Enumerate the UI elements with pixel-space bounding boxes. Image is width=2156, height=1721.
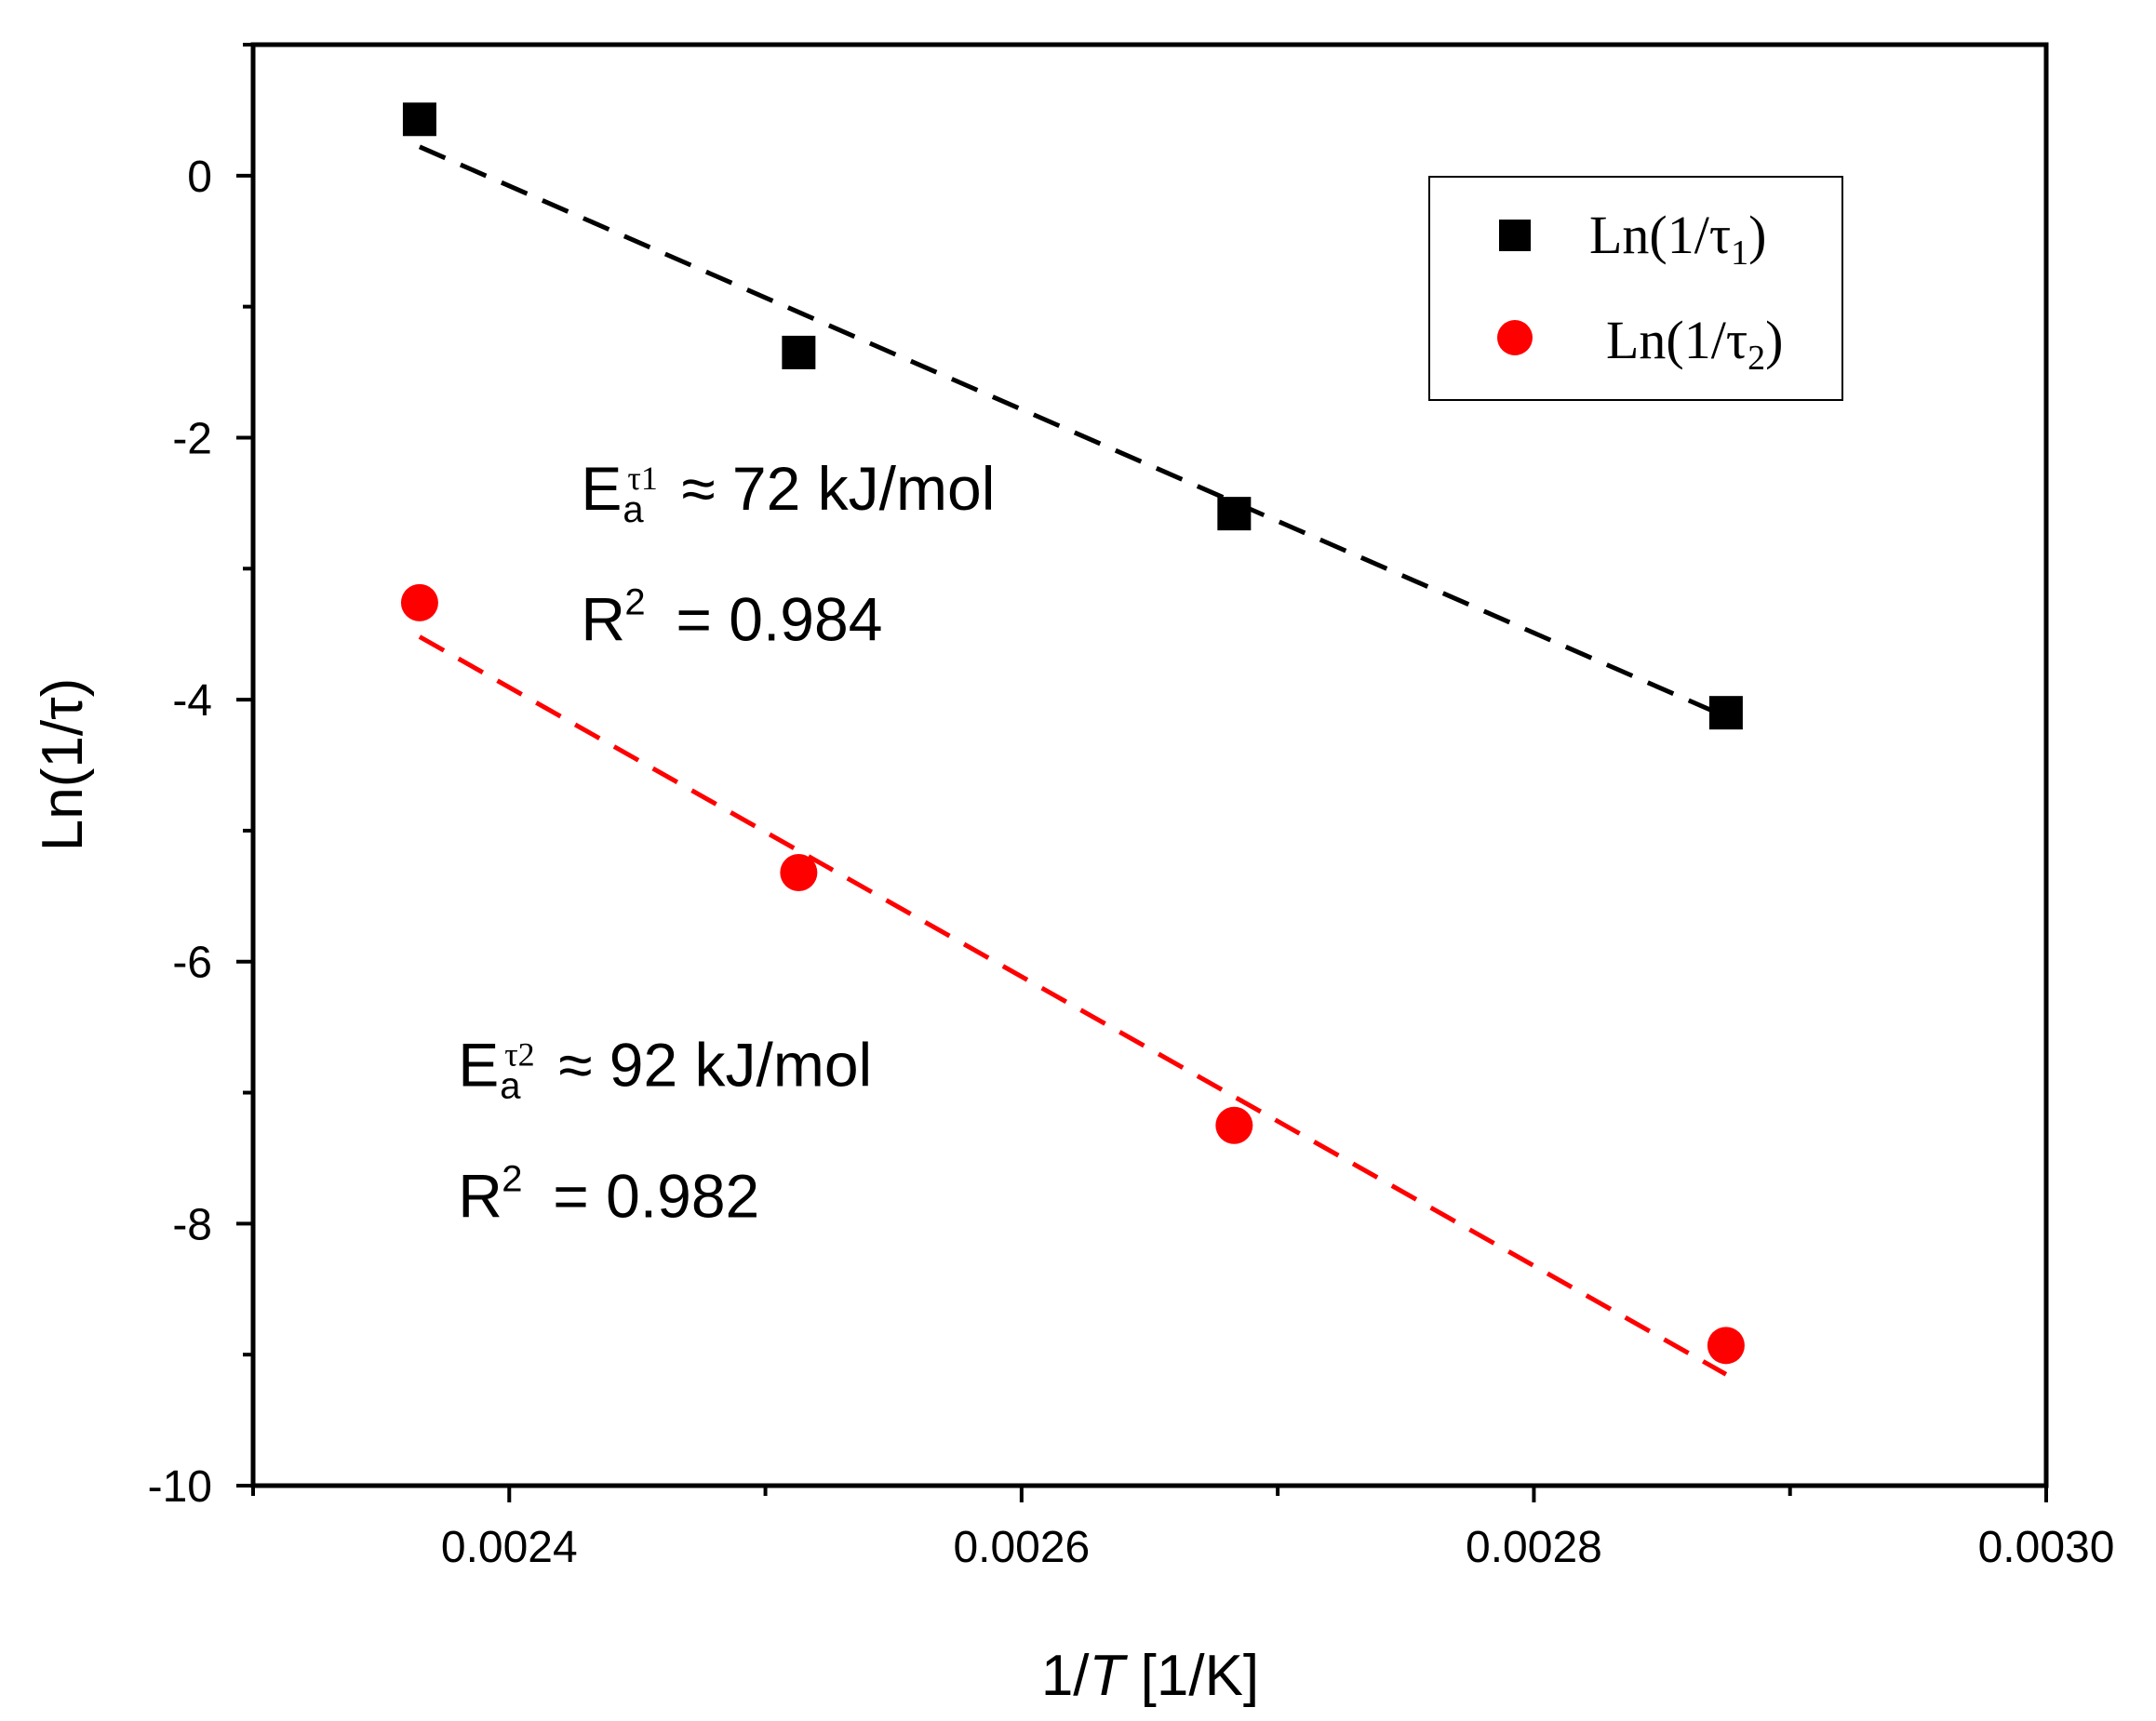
- legend-label-tau1: Ln(1/τ1): [1589, 205, 1767, 273]
- annotation-r2-value: = 0.982: [553, 1161, 759, 1230]
- annotation-energy-letter: E: [458, 1031, 499, 1100]
- annotation-energy-value: ≈ 72 kJ/mol: [681, 454, 995, 523]
- x-tick-label: 0.0026: [953, 1523, 1090, 1572]
- data-point-circle: [780, 853, 818, 891]
- annotation-energy-subscript: a: [500, 1066, 521, 1107]
- legend-label-tau2: Ln(1/τ2): [1606, 310, 1784, 378]
- x-tick-label: 0.0024: [441, 1523, 578, 1572]
- legend: Ln(1/τ1) Ln(1/τ2): [1428, 176, 1843, 401]
- x-tick-label: 0.0028: [1466, 1523, 1602, 1572]
- legend-marker-square: [1499, 220, 1531, 251]
- legend-box: [1428, 176, 1843, 401]
- data-point-circle: [1707, 1327, 1745, 1365]
- fit-line-series-1: [418, 144, 1727, 719]
- annotation-r2-exponent: 2: [624, 582, 645, 623]
- annotation-energy-value: ≈ 92 kJ/mol: [558, 1031, 872, 1100]
- annotation-energy-superscript: τ2: [504, 1036, 534, 1074]
- y-tick-label: -6: [172, 939, 212, 988]
- axis-ticks: 0.0024 0.0026 0.0028 0.0030 0 -2 -4 -6 -8 -10: [148, 43, 2115, 1572]
- annotation-r2-letter: R: [458, 1161, 502, 1230]
- data-point-square: [1217, 497, 1252, 531]
- plot-frame: [250, 42, 2049, 1488]
- y-tick-label: -8: [172, 1200, 212, 1249]
- legend-marker-circle: [1497, 320, 1533, 355]
- annotation-energy-superscript: τ1: [627, 460, 657, 497]
- data-point-square: [782, 335, 816, 369]
- annotation-energy-letter: E: [581, 454, 622, 523]
- data-point-circle: [400, 583, 438, 621]
- fit-lines: [418, 144, 1728, 1377]
- annotation-energy-subscript: a: [623, 489, 644, 530]
- y-tick-label: 0: [187, 153, 212, 202]
- annotation-r2-value: = 0.984: [676, 585, 882, 654]
- x-tick-label: 0.0030: [1978, 1523, 2115, 1572]
- x-axis-title: 1/T [1/K]: [1041, 1644, 1259, 1708]
- fit-line-series-2: [418, 634, 1728, 1377]
- annotation-r2-letter: R: [581, 585, 625, 654]
- data-point-circle: [1215, 1106, 1253, 1144]
- annotation-r2-exponent: 2: [502, 1158, 522, 1199]
- data-point-square: [1708, 696, 1743, 730]
- y-axis-title: Ln(1/τ): [31, 678, 95, 851]
- data-points: [400, 102, 1745, 1365]
- y-tick-label: -2: [172, 414, 212, 463]
- data-point-square: [402, 102, 436, 137]
- y-tick-label: -10: [148, 1462, 212, 1512]
- y-tick-label: -4: [172, 676, 212, 726]
